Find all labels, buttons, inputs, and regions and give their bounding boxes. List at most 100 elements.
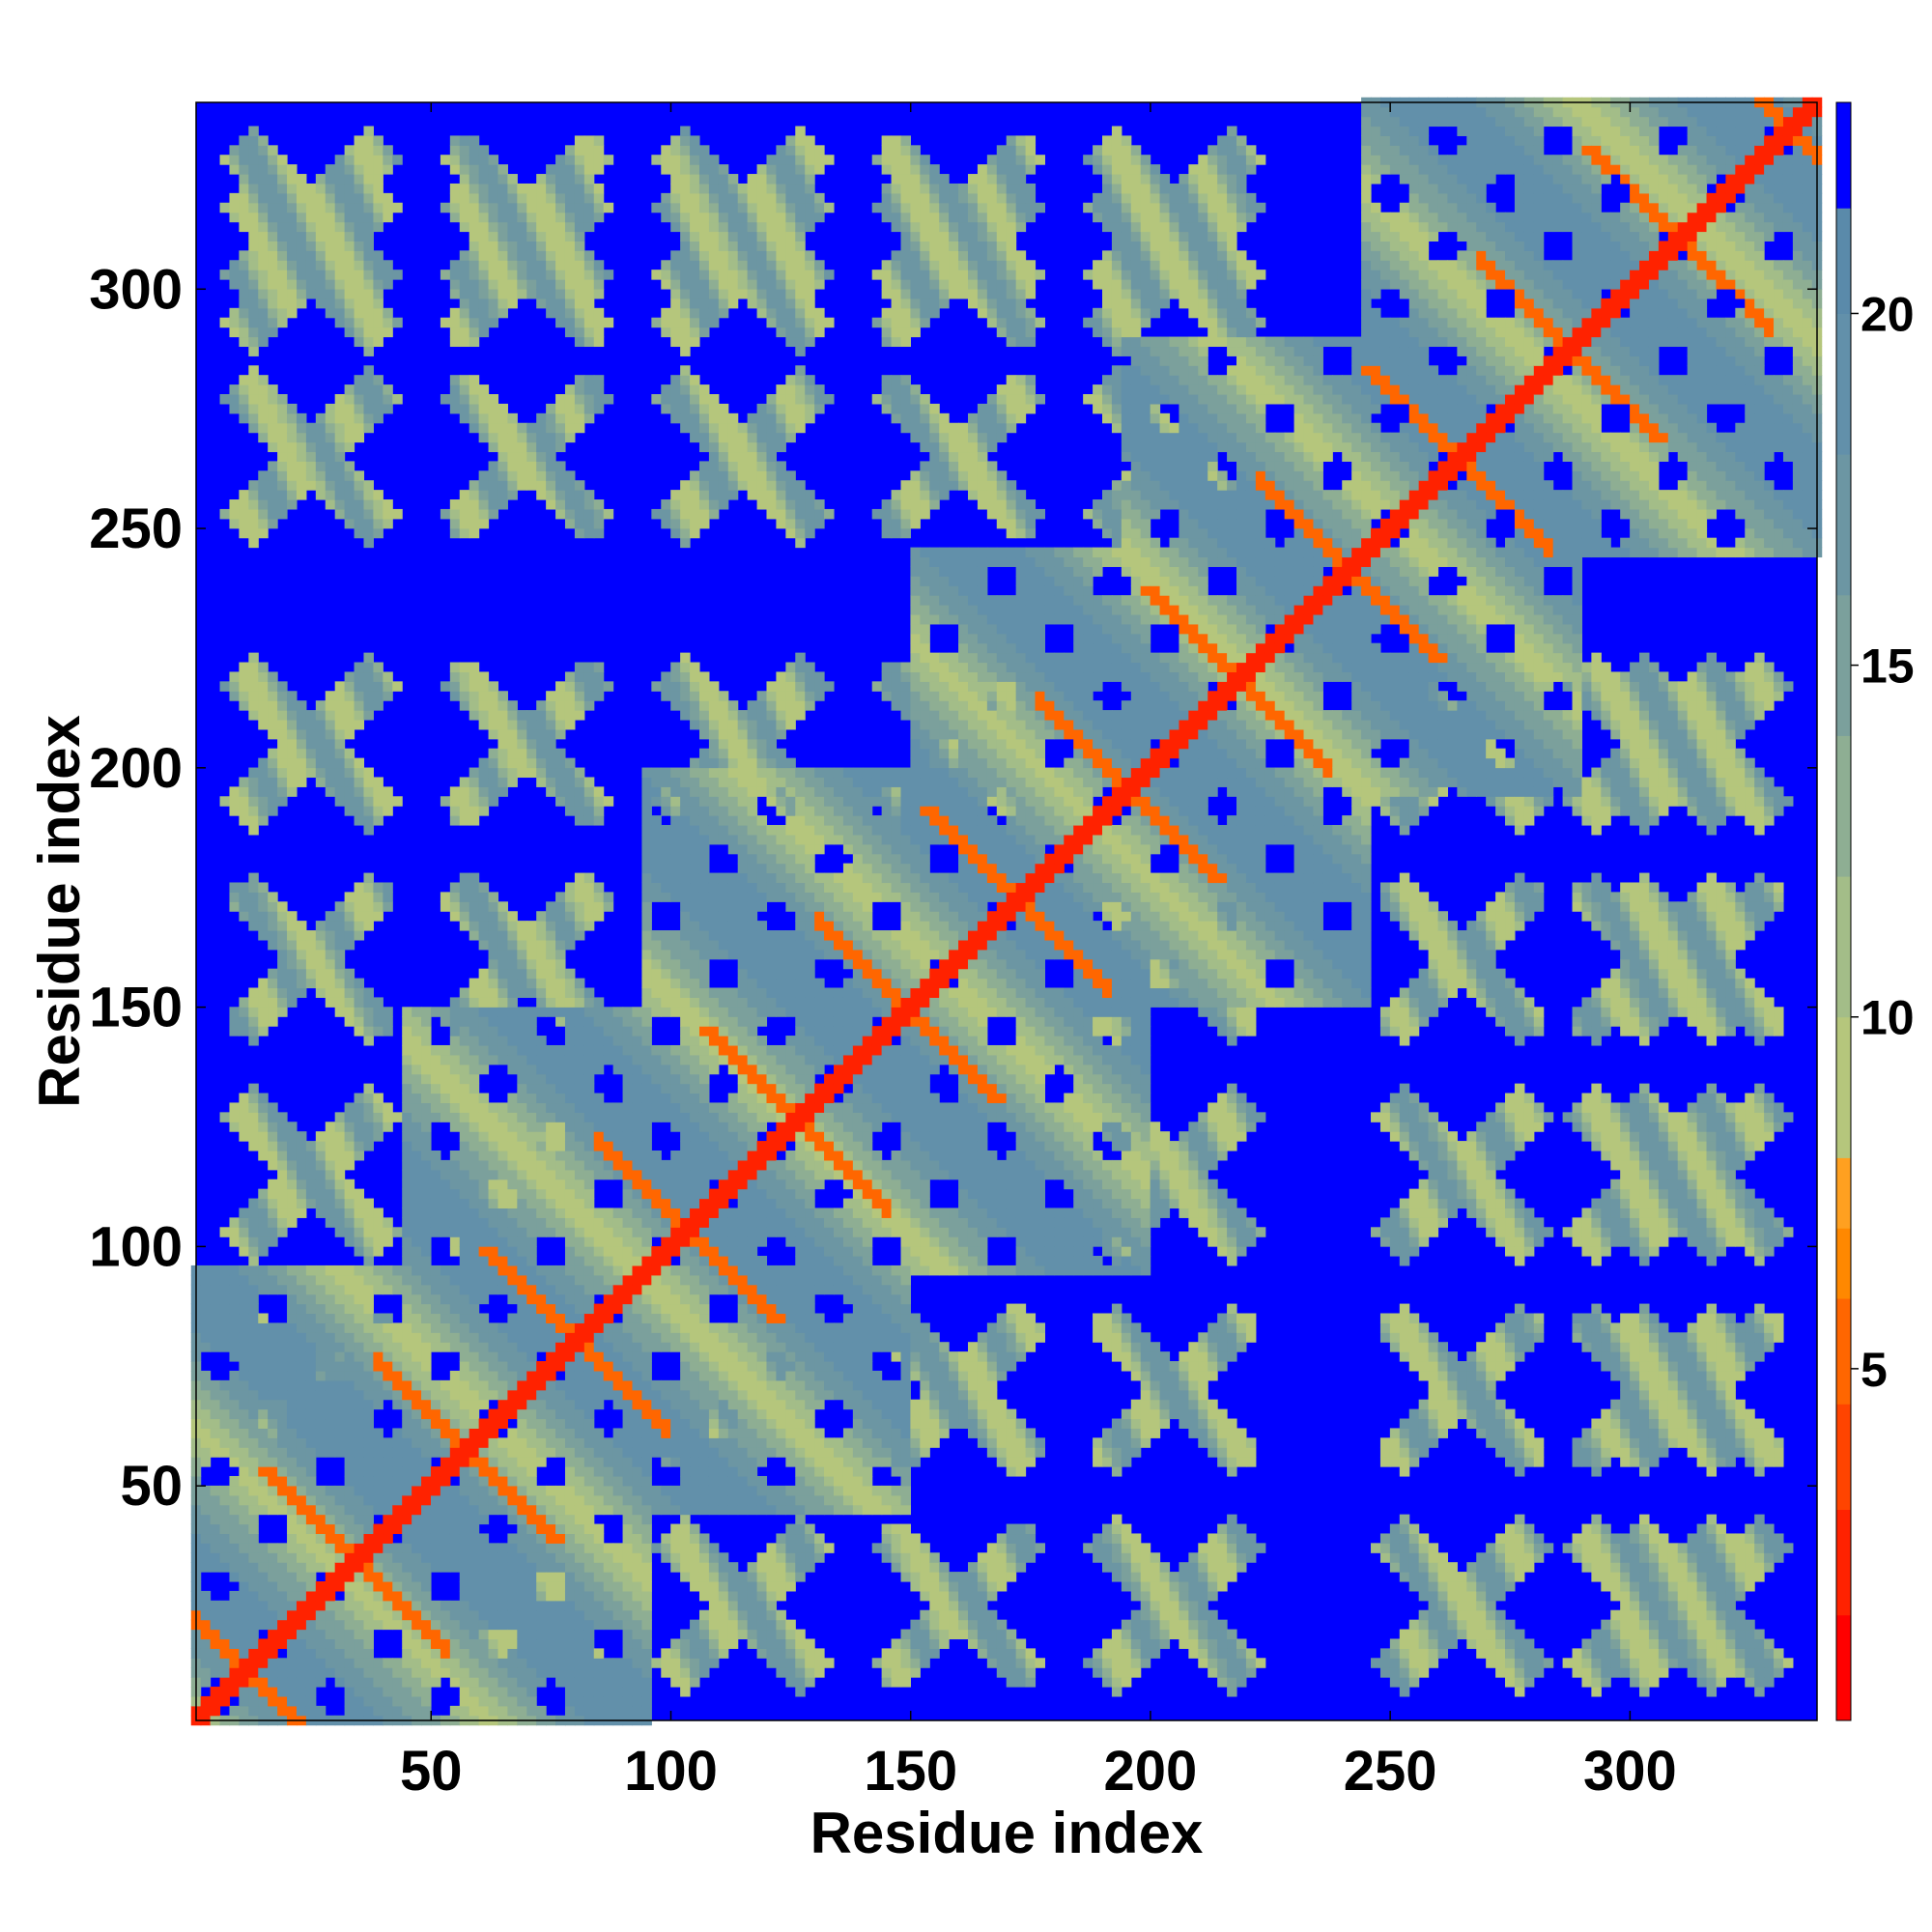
heatmap-cell [641,815,652,826]
heatmap-cell [622,1256,634,1266]
heatmap-cell [603,1552,614,1563]
heatmap-cell [305,202,317,213]
heatmap-cell [564,1695,576,1707]
heatmap-cell [440,681,451,692]
heatmap-cell [564,202,576,213]
heatmap-cell [469,662,480,673]
heatmap-cell [651,1293,662,1305]
heatmap-cell [507,728,518,740]
heatmap-cell [603,1131,614,1142]
heatmap-cell [661,1494,671,1506]
heatmap-cell [239,317,249,328]
heatmap-cell [296,1590,307,1602]
heatmap-cell [574,997,585,1008]
heatmap-cell [497,958,508,970]
heatmap-cell [402,1648,412,1659]
heatmap-cell [268,1447,278,1458]
heatmap-cell [325,250,336,261]
heatmap-cell [258,202,269,213]
heatmap-cell [373,288,384,299]
heatmap-cell [507,1370,518,1381]
heatmap-cell [603,1217,614,1228]
heatmap-cell [421,1274,432,1286]
heatmap-cell [583,375,595,385]
heatmap-cell [603,1112,614,1122]
heatmap-cell [248,518,259,529]
heatmap-cell [412,1379,422,1391]
heatmap-cell [412,1638,422,1649]
heatmap-cell [392,1475,403,1487]
heatmap-cell [449,1504,461,1516]
heatmap-cell [296,1188,307,1200]
heatmap-cell [564,1083,576,1094]
heatmap-cell [383,508,393,520]
heatmap-cell [344,155,355,165]
heatmap-cell [583,1629,595,1640]
heatmap-cell [680,1514,691,1525]
heatmap-cell [440,901,451,912]
heatmap-cell [421,1198,432,1209]
heatmap-cell [488,490,499,500]
heatmap-cell [536,1188,547,1200]
heatmap-cell [459,1687,470,1697]
heatmap-cell [363,1122,374,1132]
heatmap-cell [555,1293,566,1305]
heatmap-cell [583,1648,595,1659]
heatmap-cell [661,1007,671,1017]
heatmap-cell [383,1274,393,1286]
heatmap-cell [670,490,681,500]
heatmap-cell [574,1256,585,1266]
heatmap-cell [583,1293,595,1305]
heatmap-cell [469,882,480,893]
heatmap-cell [363,518,374,529]
heatmap-cell [229,1370,240,1381]
heatmap-cell [574,202,585,213]
heatmap-cell [526,710,537,721]
heatmap-cell [344,748,355,759]
heatmap-cell [488,231,499,242]
heatmap-cell [651,1007,662,1017]
heatmap-cell [449,394,461,405]
heatmap-cell [325,777,336,787]
heatmap-cell [459,1428,470,1438]
heatmap-cell [277,441,288,453]
heatmap-cell [526,221,537,233]
heatmap-cell [440,1609,451,1621]
heatmap-cell [488,1054,499,1065]
heatmap-cell [651,1313,662,1323]
heatmap-cell [546,1112,556,1122]
heatmap-cell [344,412,355,424]
heatmap-cell [287,1361,298,1372]
heatmap-cell [334,1533,346,1544]
heatmap-cell [449,1016,461,1027]
heatmap-cell [507,1246,518,1257]
heatmap-cell [334,1379,346,1391]
heatmap-cell [430,1399,441,1410]
heatmap-cell [239,1494,249,1506]
heatmap-cell [497,921,508,931]
heatmap-cell [449,1677,461,1688]
heatmap-cell [651,1284,662,1295]
heatmap-cell [526,1236,537,1247]
heatmap-cell [670,1274,681,1286]
heatmap-cell [546,939,556,951]
heatmap-cell [248,1274,259,1286]
heatmap-cell [325,1447,336,1458]
heatmap-cell [430,1638,441,1649]
heatmap-cell [641,1256,652,1266]
heatmap-cell [258,901,269,912]
heatmap-cell [383,1687,393,1697]
heatmap-cell [248,145,259,156]
heatmap-cell [277,1457,288,1467]
heatmap-cell [564,1217,576,1228]
heatmap-cell [459,691,470,701]
heatmap-cell [373,1093,384,1104]
heatmap-cell [459,671,470,682]
heatmap-cell [248,1629,259,1640]
heatmap-cell [430,1677,441,1688]
heatmap-cell [277,1198,288,1209]
heatmap-cell [546,911,556,922]
heatmap-cell [277,1466,288,1477]
heatmap-cell [526,1447,537,1458]
heatmap-cell [344,1619,355,1631]
